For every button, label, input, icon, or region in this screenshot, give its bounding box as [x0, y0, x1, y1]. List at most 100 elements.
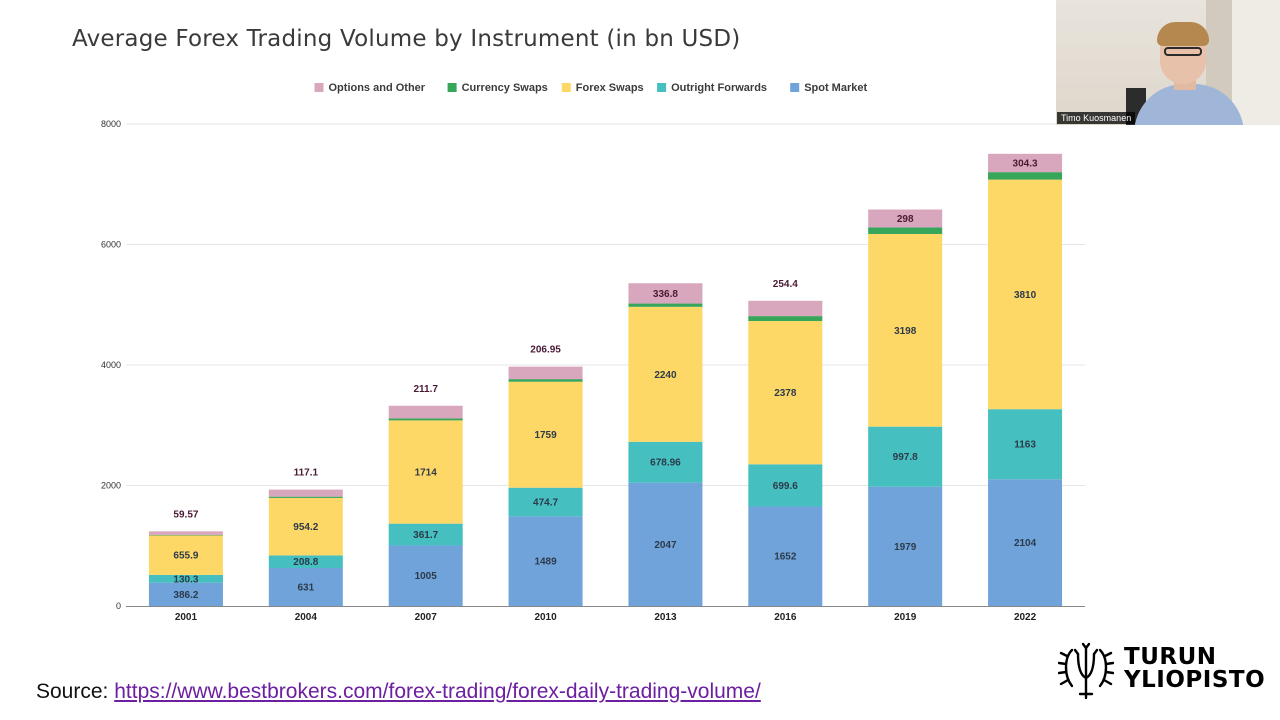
legend-swatch [657, 83, 667, 92]
slide-title: Average Forex Trading Volume by Instrume… [72, 26, 741, 52]
data-label: 3810 [1014, 290, 1037, 301]
legend-label: Outright Forwards [671, 82, 767, 94]
bar-segment [508, 381, 583, 488]
university-name: TURUN YLIOPISTO [1124, 646, 1265, 692]
data-label: 954.2 [293, 522, 318, 533]
bar-stack: 2047 678.96 2240 336.8 [628, 283, 703, 606]
source-link[interactable]: https://www.bestbrokers.com/forex-tradin… [114, 680, 761, 703]
bar-segment [748, 316, 823, 322]
bar-stack: 386.2 130.3 655.9 59.57 [148, 509, 223, 606]
x-tick-label: 2010 [534, 612, 557, 623]
data-label: 361.7 [413, 530, 438, 541]
data-label: 2240 [654, 370, 677, 381]
bar-segment [388, 545, 463, 606]
bar-segment [148, 574, 223, 583]
university-logo: TURUN YLIOPISTO [1057, 642, 1265, 704]
data-label: 631 [297, 582, 314, 593]
legend-item: Spot Market [790, 82, 867, 94]
legend-item: Outright Forwards [657, 82, 767, 94]
x-tick-label: 2004 [295, 612, 318, 623]
bar-segment [268, 497, 343, 556]
data-label: 2378 [774, 388, 797, 399]
bar-segment [628, 283, 703, 304]
data-label: 655.9 [173, 551, 198, 562]
bar-stack: 1652 699.6 2378 254.4 [748, 279, 823, 606]
data-label: 336.8 [653, 289, 678, 300]
stacked-bar-chart: Options and Other Currency Swaps Forex Swa… [101, 82, 1085, 623]
data-label: 130.3 [173, 574, 198, 585]
video-background [1230, 0, 1280, 125]
bar-stack: 1005 361.7 1714 211.7 [388, 384, 463, 606]
legend-swatch [790, 83, 800, 92]
legend-label: Spot Market [804, 82, 867, 94]
bar-stack: 631 208.8 954.2 117.1 [268, 468, 343, 606]
data-label: 678.96 [650, 458, 681, 469]
bar-segment [508, 366, 583, 380]
data-label: 206.95 [530, 345, 561, 356]
source-label: Source: [36, 680, 109, 703]
bar-segment [388, 420, 463, 524]
y-tick-label: 0 [116, 601, 121, 611]
data-label: 117.1 [294, 468, 319, 479]
bar-segment [388, 418, 463, 421]
legend-swatch [447, 83, 457, 92]
x-tick-label: 2001 [175, 612, 198, 623]
bar-segment [508, 487, 583, 517]
data-label: 699.6 [773, 481, 798, 492]
bar-segment [508, 379, 583, 382]
data-label: 2047 [654, 540, 677, 551]
data-label: 1005 [415, 571, 438, 582]
bar-segment [868, 426, 943, 487]
bar-segment [748, 506, 823, 606]
data-label: 1759 [534, 430, 557, 441]
bar-segment [508, 516, 583, 606]
x-tick-label: 2022 [1014, 612, 1037, 623]
participant-hair [1157, 22, 1209, 46]
data-label: 1652 [774, 552, 797, 563]
legend-label: Forex Swaps [576, 82, 644, 94]
source-line: Source: https://www.bestbrokers.com/fore… [36, 680, 761, 704]
data-label: 254.4 [773, 279, 798, 290]
participant-video-feed: Timo Kuosmanen [1056, 0, 1280, 125]
x-tick-label: 2016 [774, 612, 797, 623]
chart-legend: Options and Other Currency Swaps Forex Swa… [314, 82, 867, 94]
x-tick-label: 2007 [415, 612, 438, 623]
bar-stack: 1979 997.8 3198 298 [868, 209, 943, 606]
data-label: 1714 [415, 468, 438, 479]
legend-item: Currency Swaps [447, 82, 548, 94]
data-label: 997.8 [893, 452, 918, 463]
bar-segment [868, 233, 943, 427]
bar-segment [268, 567, 343, 606]
chart-bars: 386.2 130.3 655.9 59.57 631 208.8 954.2 117.1 10… [148, 153, 1063, 606]
data-label: 1979 [894, 542, 917, 553]
bar-segment [628, 306, 703, 442]
bar-segment [388, 405, 463, 419]
data-label: 2104 [1014, 538, 1037, 549]
data-label: 386.2 [173, 590, 198, 601]
data-label: 208.8 [293, 557, 318, 568]
participant-name-tag: Timo Kuosmanen [1057, 112, 1136, 124]
bar-stack: 1489 474.7 1759 206.95 [508, 345, 583, 606]
data-label: 59.57 [173, 509, 198, 520]
bar-segment [628, 303, 703, 307]
bar-stack: 2104 1163 3810 304.3 [988, 153, 1063, 606]
participant-glasses [1164, 47, 1202, 56]
legend-item: Forex Swaps [561, 82, 644, 94]
bar-segment [748, 321, 823, 465]
data-label: 474.7 [533, 497, 558, 508]
bar-segment [268, 555, 343, 568]
bar-segment [988, 179, 1063, 410]
bar-segment [748, 464, 823, 507]
bar-segment [988, 172, 1063, 180]
university-emblem-icon [1057, 642, 1115, 700]
bar-segment [868, 486, 943, 606]
legend-item: Options and Other [314, 82, 426, 94]
bar-segment [628, 441, 703, 483]
bar-segment [148, 535, 223, 575]
bar-segment [868, 227, 943, 234]
bar-segment [988, 409, 1063, 480]
x-tick-label: 2019 [894, 612, 917, 623]
bar-segment [868, 209, 943, 228]
legend-label: Options and Other [329, 82, 426, 94]
bar-segment [148, 531, 223, 535]
